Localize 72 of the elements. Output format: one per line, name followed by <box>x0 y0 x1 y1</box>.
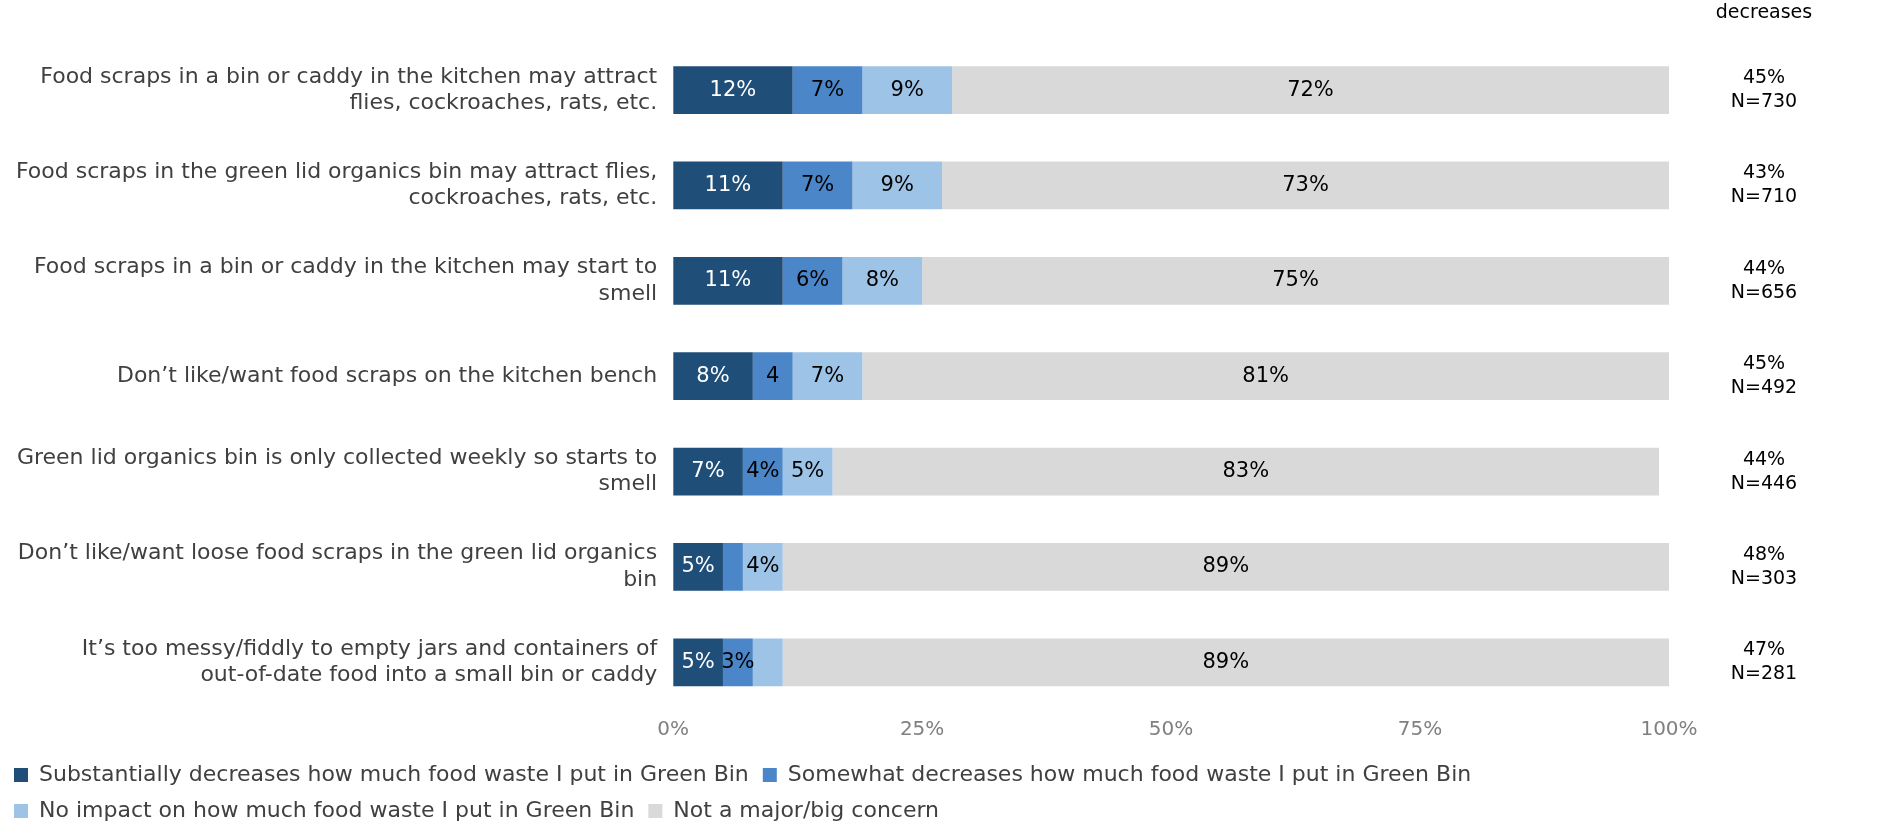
text: decreases <box>1715 0 1813 23</box>
data-label: 7% <box>810 362 845 387</box>
data-label: 81% <box>1242 362 1290 387</box>
data-label: 83% <box>1222 458 1270 483</box>
text: 44% N=446 <box>1730 446 1798 493</box>
bar <box>842 256 923 305</box>
data-label: 7% <box>810 76 845 101</box>
y-tick-label: Food scraps in a bin or caddy in the kitchen may start to smell <box>33 253 658 305</box>
data-label: 5% <box>681 648 715 673</box>
bar <box>792 66 863 114</box>
bar <box>782 161 853 210</box>
data-label: 89% <box>1202 553 1250 578</box>
text: 43% N=710 <box>1730 160 1798 207</box>
bar <box>951 66 1669 114</box>
text: 48% N=303 <box>1730 541 1798 588</box>
data-label: 9% <box>890 76 924 101</box>
x-tick-label: 100% <box>1640 716 1698 741</box>
data-label: 8% <box>696 362 730 387</box>
bar <box>673 256 783 305</box>
data-label: 75% <box>1272 267 1319 292</box>
data-label: 3% <box>721 648 755 673</box>
text: 45% N=730 <box>1730 65 1798 112</box>
x-tick-label: 0% <box>657 716 690 741</box>
data-label: 4% <box>746 458 780 483</box>
y-tick-label: Food scraps in a bin or caddy in the kitchen may attract flies, cockroaches, rats, etc. <box>40 62 658 114</box>
text: 44% N=656 <box>1730 255 1798 302</box>
data-label: 73% <box>1282 171 1329 196</box>
text: 45% N=492 <box>1730 351 1798 398</box>
data-label: 7% <box>691 458 725 483</box>
bar <box>782 256 843 305</box>
legend-label: Somewhat decreases how much food waste I put in Green Bin <box>787 760 1472 786</box>
data-label: 8% <box>865 267 899 292</box>
y-tick-label: Don’t like/want food scraps on the kitchen bench <box>116 361 658 387</box>
y-tick-label: Don’t like/want loose food scraps in the green lid organics bin <box>17 539 658 591</box>
bar <box>852 161 943 210</box>
bar <box>722 543 743 591</box>
data-label: 7% <box>800 171 835 196</box>
data-label: 4% <box>746 553 780 578</box>
data-label: 5% <box>790 458 825 483</box>
y-tick-label: Food scraps in the green lid organics bin may attract flies, cockroaches, rats, etc. <box>15 157 658 210</box>
bar <box>862 66 952 114</box>
data-label: 4 <box>766 362 780 387</box>
bar <box>752 352 793 401</box>
bar <box>862 352 1669 401</box>
bar <box>782 638 1669 687</box>
data-label: 89% <box>1202 648 1250 673</box>
bar <box>942 161 1669 210</box>
bar <box>792 352 863 401</box>
data-label: 9% <box>880 171 914 196</box>
y-tick-label: Green lid organics bin is only collected weekly so starts to smell <box>16 444 658 496</box>
data-label: 5% <box>681 553 715 578</box>
x-tick-label: 75% <box>1397 716 1443 741</box>
x-tick-label: 50% <box>1148 716 1194 741</box>
bar <box>752 638 783 687</box>
bar <box>832 447 1660 496</box>
legend-label: Substantially decreases how much food waste I put in Green Bin <box>39 760 749 786</box>
legend-label: Not a major/big concern <box>673 796 940 822</box>
bar <box>673 352 753 401</box>
x-tick-label: 25% <box>899 716 945 741</box>
data-label: 12% <box>709 76 757 101</box>
bar <box>673 161 783 210</box>
data-label: 11% <box>704 171 752 196</box>
y-tick-label: It’s too messy/fiddly to empty jars and containers of out-of-date food into a small bin or caddy <box>81 634 659 687</box>
bar <box>673 447 743 496</box>
bar <box>782 543 1669 591</box>
text: 47% N=281 <box>1730 637 1798 684</box>
legend-label: No impact on how much food waste I put in Green Bin <box>39 796 635 822</box>
data-label: 6% <box>795 267 830 292</box>
bar <box>922 256 1669 305</box>
bar <box>673 66 793 114</box>
data-label: 11% <box>704 267 752 292</box>
data-label: 72% <box>1287 76 1334 101</box>
